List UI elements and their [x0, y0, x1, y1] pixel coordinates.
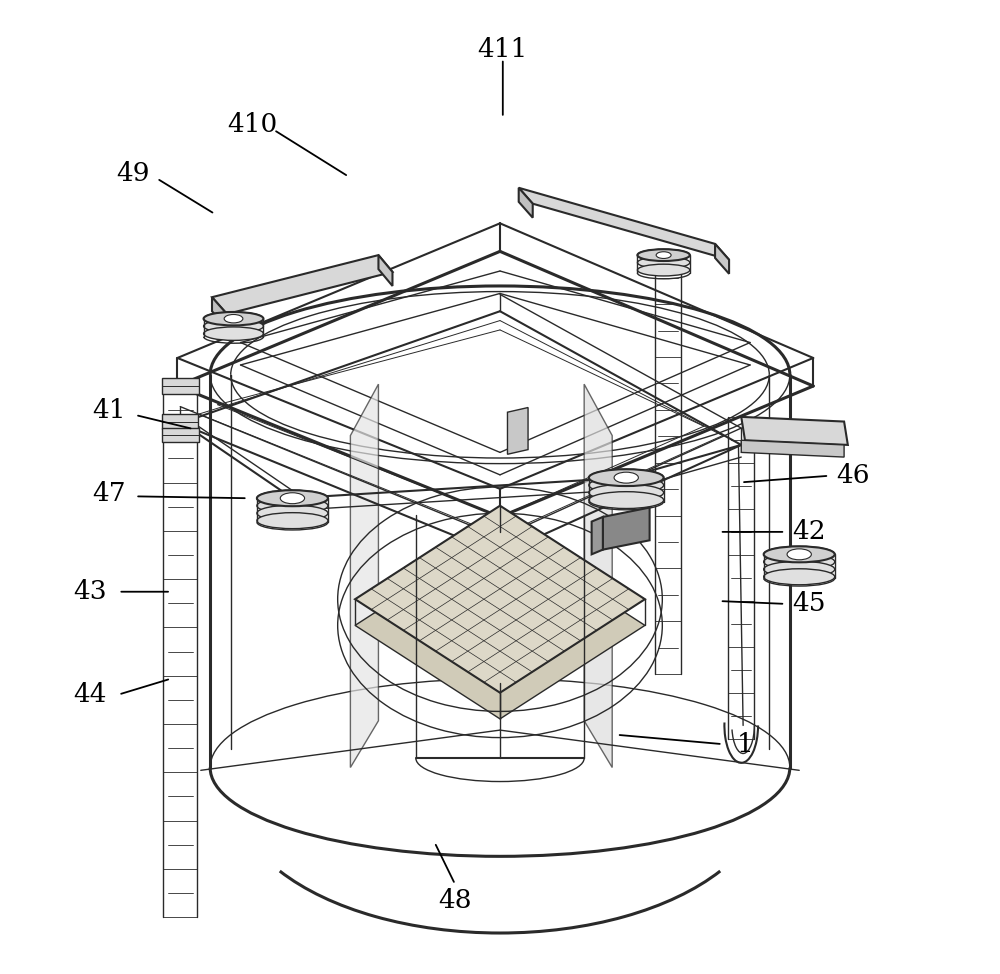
Ellipse shape — [656, 251, 671, 258]
Text: 42: 42 — [792, 519, 825, 544]
Polygon shape — [741, 440, 844, 457]
Ellipse shape — [280, 493, 305, 504]
Ellipse shape — [764, 546, 835, 562]
Text: 45: 45 — [792, 591, 825, 617]
Ellipse shape — [257, 490, 328, 506]
Ellipse shape — [764, 569, 835, 584]
Text: 49: 49 — [117, 162, 150, 186]
Ellipse shape — [637, 249, 690, 261]
Ellipse shape — [764, 561, 835, 578]
Ellipse shape — [614, 472, 638, 483]
Ellipse shape — [764, 546, 835, 562]
Polygon shape — [715, 244, 729, 274]
Text: 1: 1 — [737, 731, 753, 757]
Ellipse shape — [204, 312, 263, 325]
Polygon shape — [603, 507, 650, 549]
Ellipse shape — [257, 506, 328, 521]
Ellipse shape — [589, 492, 664, 508]
Polygon shape — [378, 255, 392, 286]
Text: 43: 43 — [74, 580, 107, 604]
Ellipse shape — [589, 476, 664, 494]
Ellipse shape — [204, 319, 263, 333]
Ellipse shape — [764, 554, 835, 570]
Polygon shape — [212, 297, 227, 328]
Ellipse shape — [589, 469, 664, 486]
Text: 411: 411 — [478, 37, 528, 62]
Polygon shape — [162, 414, 198, 429]
Ellipse shape — [204, 327, 263, 340]
Polygon shape — [162, 428, 199, 441]
Ellipse shape — [637, 257, 690, 269]
Ellipse shape — [257, 490, 328, 506]
Ellipse shape — [637, 249, 690, 261]
Ellipse shape — [637, 264, 690, 276]
Text: 48: 48 — [438, 887, 472, 913]
Polygon shape — [162, 378, 199, 394]
Text: 41: 41 — [92, 397, 126, 423]
Polygon shape — [584, 384, 612, 768]
Ellipse shape — [224, 315, 243, 323]
Ellipse shape — [257, 512, 328, 529]
Polygon shape — [592, 517, 603, 554]
Polygon shape — [350, 384, 378, 768]
Polygon shape — [741, 417, 848, 445]
Polygon shape — [507, 407, 528, 454]
Text: 47: 47 — [92, 481, 126, 506]
Ellipse shape — [257, 498, 328, 513]
Polygon shape — [355, 532, 645, 719]
Text: 410: 410 — [227, 112, 277, 136]
Polygon shape — [212, 255, 392, 314]
Text: 46: 46 — [837, 464, 870, 488]
Ellipse shape — [589, 484, 664, 501]
Text: 44: 44 — [74, 682, 107, 707]
Ellipse shape — [787, 549, 811, 560]
Ellipse shape — [589, 469, 664, 486]
Polygon shape — [355, 506, 645, 693]
Ellipse shape — [204, 312, 263, 325]
Polygon shape — [519, 188, 533, 218]
Polygon shape — [519, 188, 729, 260]
